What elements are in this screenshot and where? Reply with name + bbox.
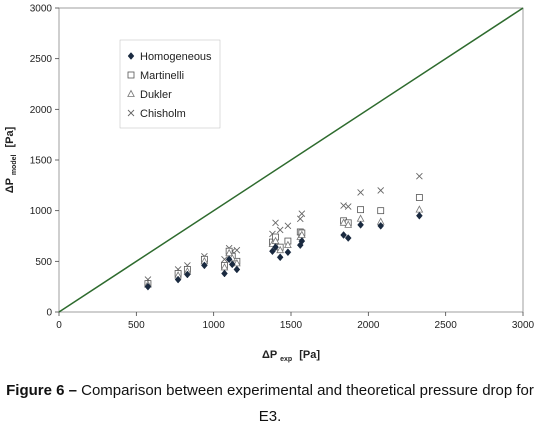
y-tick-label: 1000 xyxy=(30,206,53,217)
legend-marker-chisholm xyxy=(127,109,135,117)
legend-label-chisholm: Chisholm xyxy=(140,108,186,120)
point-chisholm xyxy=(377,187,385,194)
point-chisholm xyxy=(344,203,352,210)
point-dukler xyxy=(344,220,353,228)
legend-item-homogeneous: Homogeneous xyxy=(127,51,212,63)
x-tick-label: 1000 xyxy=(203,320,226,331)
y-tick-label: 0 xyxy=(46,308,52,319)
scatter-chart: 0 500 1000 1500 2000 2500 3000 0 500 1000 1500 2000… xyxy=(4,4,535,364)
x-tick-label: 2500 xyxy=(435,320,458,331)
point-martinelli xyxy=(415,194,423,201)
y-axis-title-sub: model xyxy=(11,155,18,176)
point-homogeneous xyxy=(272,243,279,252)
point-dukler xyxy=(339,218,348,226)
legend-symbol-martinelli xyxy=(127,71,135,79)
point-martinelli xyxy=(357,206,365,214)
x-tick-label: 3000 xyxy=(512,320,535,331)
point-chisholm xyxy=(233,246,241,254)
point-chisholm xyxy=(357,189,364,196)
figure-caption: Figure 6 – Comparison between experiment… xyxy=(0,378,540,430)
legend-marker-dukler xyxy=(127,89,135,97)
legend-item-martinelli: Martinelli xyxy=(127,70,184,82)
x-tick-label: 1500 xyxy=(280,320,303,331)
point-chisholm xyxy=(284,222,292,230)
point-homogeneous xyxy=(284,248,292,257)
point-homogeneous xyxy=(174,275,182,284)
x-tick-label: 2000 xyxy=(357,320,380,331)
point-martinelli xyxy=(377,207,385,215)
legend-label-dukler: Dukler xyxy=(140,89,172,101)
legend-symbol-chisholm xyxy=(127,109,135,117)
point-homogeneous xyxy=(269,247,276,256)
point-homogeneous xyxy=(221,269,228,278)
point-homogeneous xyxy=(144,282,152,291)
legend-item-dukler: Dukler xyxy=(127,89,172,101)
y-axis-title-main: ΔP xyxy=(4,178,16,193)
legend-label-homogeneous: Homogeneous xyxy=(140,51,212,63)
reference-line xyxy=(58,7,524,313)
y-tick-label: 3000 xyxy=(30,4,53,15)
point-homogeneous xyxy=(344,234,352,242)
caption-text: Comparison between experimental and theo… xyxy=(76,382,534,425)
y-tick-label: 2000 xyxy=(30,105,53,116)
point-homogeneous xyxy=(298,237,306,245)
point-homogeneous xyxy=(233,265,241,274)
point-chisholm xyxy=(296,215,304,223)
y-tick-label: 2500 xyxy=(30,54,53,65)
point-dukler xyxy=(356,214,365,222)
y-tick-label: 500 xyxy=(35,257,52,268)
axis-ticks-layer: 0 500 1000 1500 2000 2500 3000 0 500 1000 1500 2000… xyxy=(30,4,535,332)
legend: Homogeneous Martinelli Dukler Chisholm xyxy=(119,39,221,129)
x-tick-label: 500 xyxy=(128,320,145,331)
point-dukler xyxy=(284,240,292,249)
legend-label-martinelli: Martinelli xyxy=(140,70,184,82)
x-axis-title-unit: [Pa] xyxy=(299,349,320,361)
point-dukler xyxy=(276,245,285,254)
point-dukler xyxy=(415,205,424,213)
legend-item-chisholm: Chisholm xyxy=(127,108,186,120)
reference-line-layer xyxy=(58,7,524,313)
point-homogeneous xyxy=(357,220,364,229)
x-axis-title: ΔP exp [Pa] xyxy=(262,349,320,364)
data-points-layer xyxy=(144,172,424,291)
point-chisholm xyxy=(276,226,284,234)
legend-symbol-homogeneous xyxy=(127,52,135,60)
point-homogeneous xyxy=(416,211,423,220)
legend-marker-homogeneous xyxy=(127,52,135,60)
point-homogeneous xyxy=(184,270,191,279)
legend-marker-martinelli xyxy=(127,71,135,79)
point-homogeneous xyxy=(276,253,284,262)
y-tick-label: 1500 xyxy=(30,156,53,167)
series-homogeneous xyxy=(144,211,423,291)
x-axis-title-main: ΔP xyxy=(262,349,277,361)
x-axis-title-sub: exp xyxy=(280,356,292,363)
point-homogeneous xyxy=(225,255,233,264)
legend-box xyxy=(119,39,221,129)
point-homogeneous xyxy=(228,260,236,269)
legend-symbol-dukler xyxy=(127,89,135,97)
point-homogeneous xyxy=(340,231,347,239)
point-homogeneous xyxy=(201,261,208,270)
point-chisholm xyxy=(298,210,306,218)
point-chisholm xyxy=(272,219,279,227)
point-homogeneous xyxy=(377,221,385,230)
y-axis-title: ΔP model [Pa] xyxy=(4,126,19,193)
y-axis-title-unit: [Pa] xyxy=(4,126,16,147)
point-chisholm xyxy=(416,172,423,180)
x-tick-label: 0 xyxy=(56,320,62,331)
caption-label: Figure 6 – xyxy=(6,382,77,399)
point-chisholm xyxy=(221,255,228,263)
